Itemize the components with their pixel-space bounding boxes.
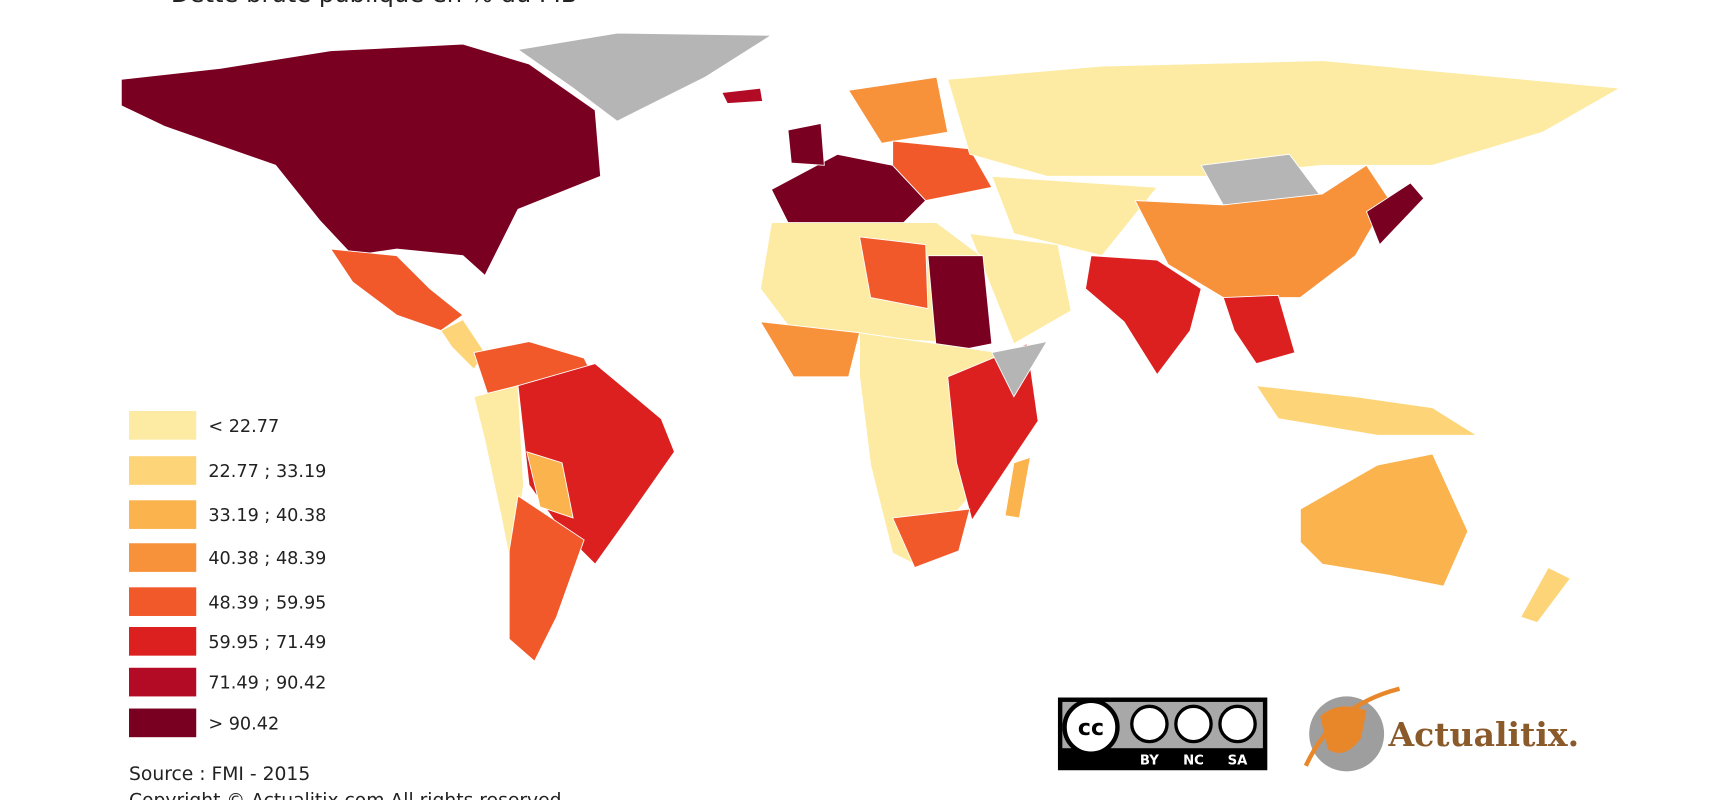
iceland — [721, 87, 764, 105]
southern-africa — [892, 508, 971, 569]
actualitix-logo: Actualitix. — [1303, 686, 1580, 772]
legend-label: 71.49 ; 90.42 — [208, 674, 326, 694]
sa-text: SA — [1228, 754, 1249, 769]
legend-label: > 90.42 — [208, 714, 279, 734]
map-title: Dette brute publique en % du PIB — [171, 0, 578, 8]
north-america — [120, 43, 602, 277]
cc-text: cc — [1078, 716, 1104, 741]
china — [1134, 164, 1390, 298]
logo-continent — [1320, 706, 1367, 753]
legend-label: 40.38 ; 48.39 — [208, 549, 326, 569]
legend-label: < 22.77 — [208, 417, 279, 437]
by-text: BY — [1140, 754, 1159, 769]
india — [1085, 255, 1202, 376]
logo-text: Actualitix. — [1388, 715, 1580, 754]
sa-icon — [1218, 704, 1257, 744]
legend-swatch — [129, 708, 197, 738]
middle-east — [969, 233, 1072, 345]
legend-swatch — [129, 587, 197, 616]
nc-icon — [1174, 704, 1213, 744]
legend-label: 33.19 ; 40.38 — [208, 506, 326, 526]
logo-cable — [1303, 686, 1401, 767]
copyright-note: Copyright © Actualitix.com All rights re… — [129, 791, 562, 800]
scandinavia — [847, 76, 949, 144]
eastern-europe — [892, 140, 993, 202]
mexico — [329, 248, 464, 332]
legend-swatch — [129, 500, 197, 529]
legend-swatch — [129, 543, 197, 572]
legend-swatch — [129, 667, 197, 697]
central-asia — [991, 175, 1158, 257]
world-map — [120, 32, 1622, 662]
cc-circle — [1062, 698, 1120, 756]
greenland — [516, 32, 773, 122]
legend-swatch — [129, 626, 197, 656]
legend-label: 22.77 ; 33.19 — [208, 462, 326, 482]
new-zealand — [1520, 566, 1572, 624]
legend: < 22.77 22.77 ; 33.19 33.19 ; 40.38 40.38 ;… — [129, 411, 326, 738]
argentina — [508, 495, 585, 662]
cc-license-badge: cc BY NC SA — [1057, 697, 1268, 771]
legend-swatch — [129, 411, 197, 440]
legend-label: 59.95 ; 71.49 — [208, 633, 326, 653]
british-isles — [787, 122, 825, 166]
nc-text: NC — [1183, 754, 1204, 769]
russia — [947, 60, 1622, 177]
legend-swatch — [129, 456, 197, 485]
australia — [1299, 453, 1469, 587]
bolivia-paraguay — [526, 451, 574, 519]
indonesia — [1255, 385, 1479, 436]
madagascar — [1004, 456, 1031, 519]
by-icon — [1130, 704, 1169, 744]
southeast-asia — [1222, 294, 1296, 365]
japan — [1365, 182, 1425, 246]
source-note: Source : FMI - 2015 — [129, 764, 310, 785]
maghreb — [859, 236, 929, 310]
horn-of-africa — [991, 340, 1048, 398]
west-africa — [759, 321, 861, 378]
egypt-sudan — [927, 255, 993, 356]
legend-label: 48.39 ; 59.95 — [208, 593, 326, 613]
